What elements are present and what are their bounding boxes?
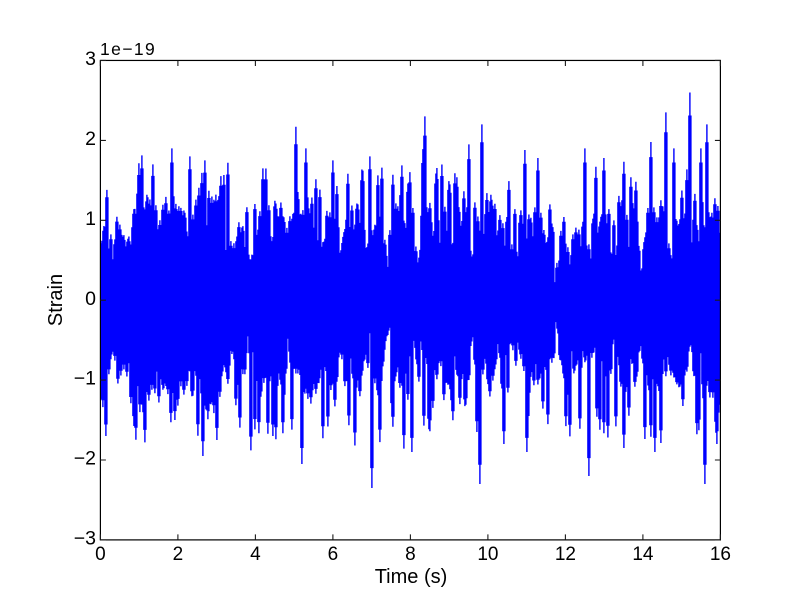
svg-text:16: 16: [710, 544, 731, 565]
svg-text:Strain: Strain: [45, 274, 67, 326]
svg-text:Time (s): Time (s): [375, 566, 448, 588]
svg-text:8: 8: [405, 544, 416, 565]
svg-text:−2: −2: [74, 448, 96, 470]
svg-text:14: 14: [632, 544, 654, 565]
svg-text:1: 1: [85, 208, 96, 230]
svg-text:2: 2: [173, 544, 184, 565]
svg-text:3: 3: [85, 48, 96, 70]
svg-text:1e−19: 1e−19: [100, 39, 156, 59]
svg-text:−1: −1: [74, 368, 96, 390]
svg-text:10: 10: [477, 544, 498, 565]
svg-text:6: 6: [328, 544, 339, 565]
svg-text:0: 0: [85, 288, 96, 310]
svg-text:−3: −3: [74, 528, 96, 550]
svg-text:2: 2: [85, 128, 96, 150]
svg-text:4: 4: [250, 544, 261, 565]
svg-text:0: 0: [95, 544, 106, 565]
svg-text:12: 12: [555, 544, 576, 565]
